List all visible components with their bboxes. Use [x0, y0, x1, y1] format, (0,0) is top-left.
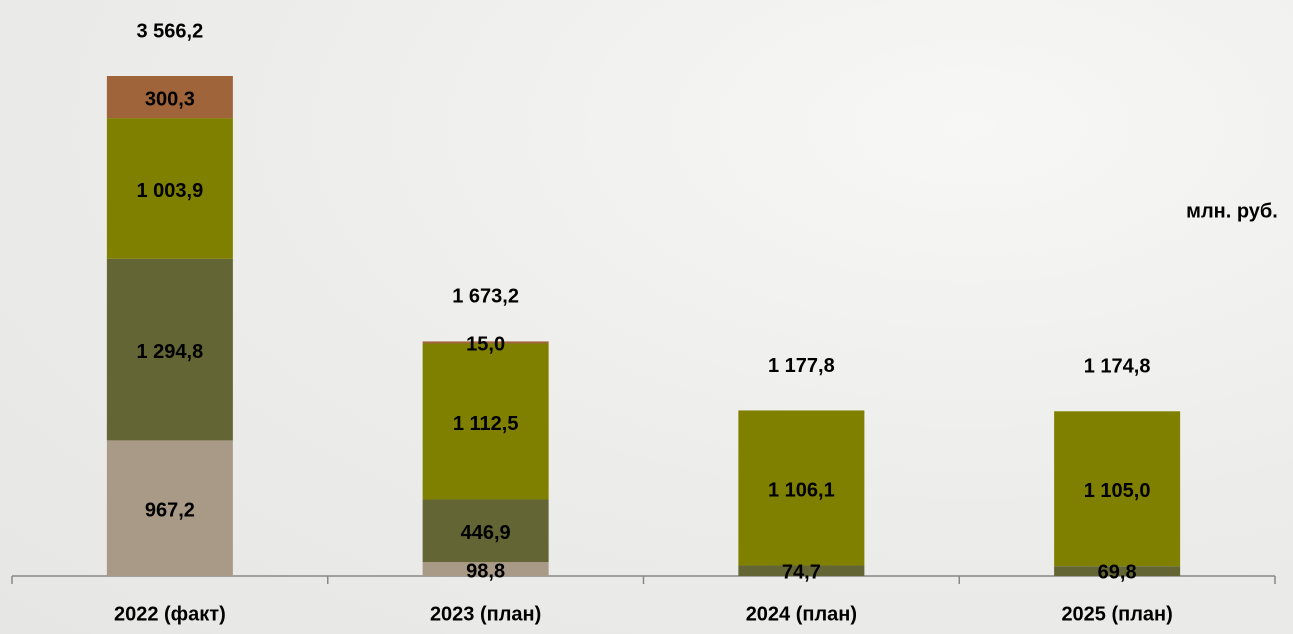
bar-segment — [422, 341, 549, 344]
value-label: 967,2 — [145, 499, 195, 521]
value-label: 98,8 — [466, 560, 505, 582]
bar-segment — [422, 499, 549, 563]
value-label: 300,3 — [145, 88, 195, 110]
value-label: 1 003,9 — [137, 180, 204, 202]
value-label: 74,7 — [782, 561, 821, 583]
bar-segment — [422, 343, 549, 500]
total-label: 1 174,8 — [1084, 356, 1151, 378]
x-tick-label: 2023 (план) — [430, 603, 541, 625]
x-tick-label: 2024 (план) — [746, 603, 857, 625]
value-label: 69,8 — [1098, 561, 1137, 583]
bar-segment — [738, 410, 865, 566]
unit-label: млн. руб. — [1186, 200, 1278, 222]
bar-segment — [1054, 411, 1181, 567]
x-tick-label: 2022 (факт) — [114, 603, 226, 625]
value-label: 1 112,5 — [453, 413, 519, 435]
bar-segment — [106, 76, 233, 119]
total-label: 1 177,8 — [768, 355, 835, 377]
total-label: 1 673,2 — [452, 286, 519, 308]
value-label: 1 294,8 — [137, 341, 204, 363]
value-label: 446,9 — [461, 522, 511, 544]
total-label: 3 566,2 — [137, 20, 204, 42]
bar-segment — [422, 562, 549, 576]
value-label: 1 105,0 — [1084, 480, 1151, 502]
value-label: 15,0 — [466, 334, 505, 356]
bar-segment — [106, 440, 233, 576]
bar-segment — [106, 258, 233, 441]
bar-segment — [1054, 566, 1181, 576]
bar-segment — [738, 565, 865, 576]
bar-segment — [106, 118, 233, 259]
x-tick-label: 2025 (план) — [1061, 603, 1172, 625]
value-label: 1 106,1 — [768, 479, 835, 501]
